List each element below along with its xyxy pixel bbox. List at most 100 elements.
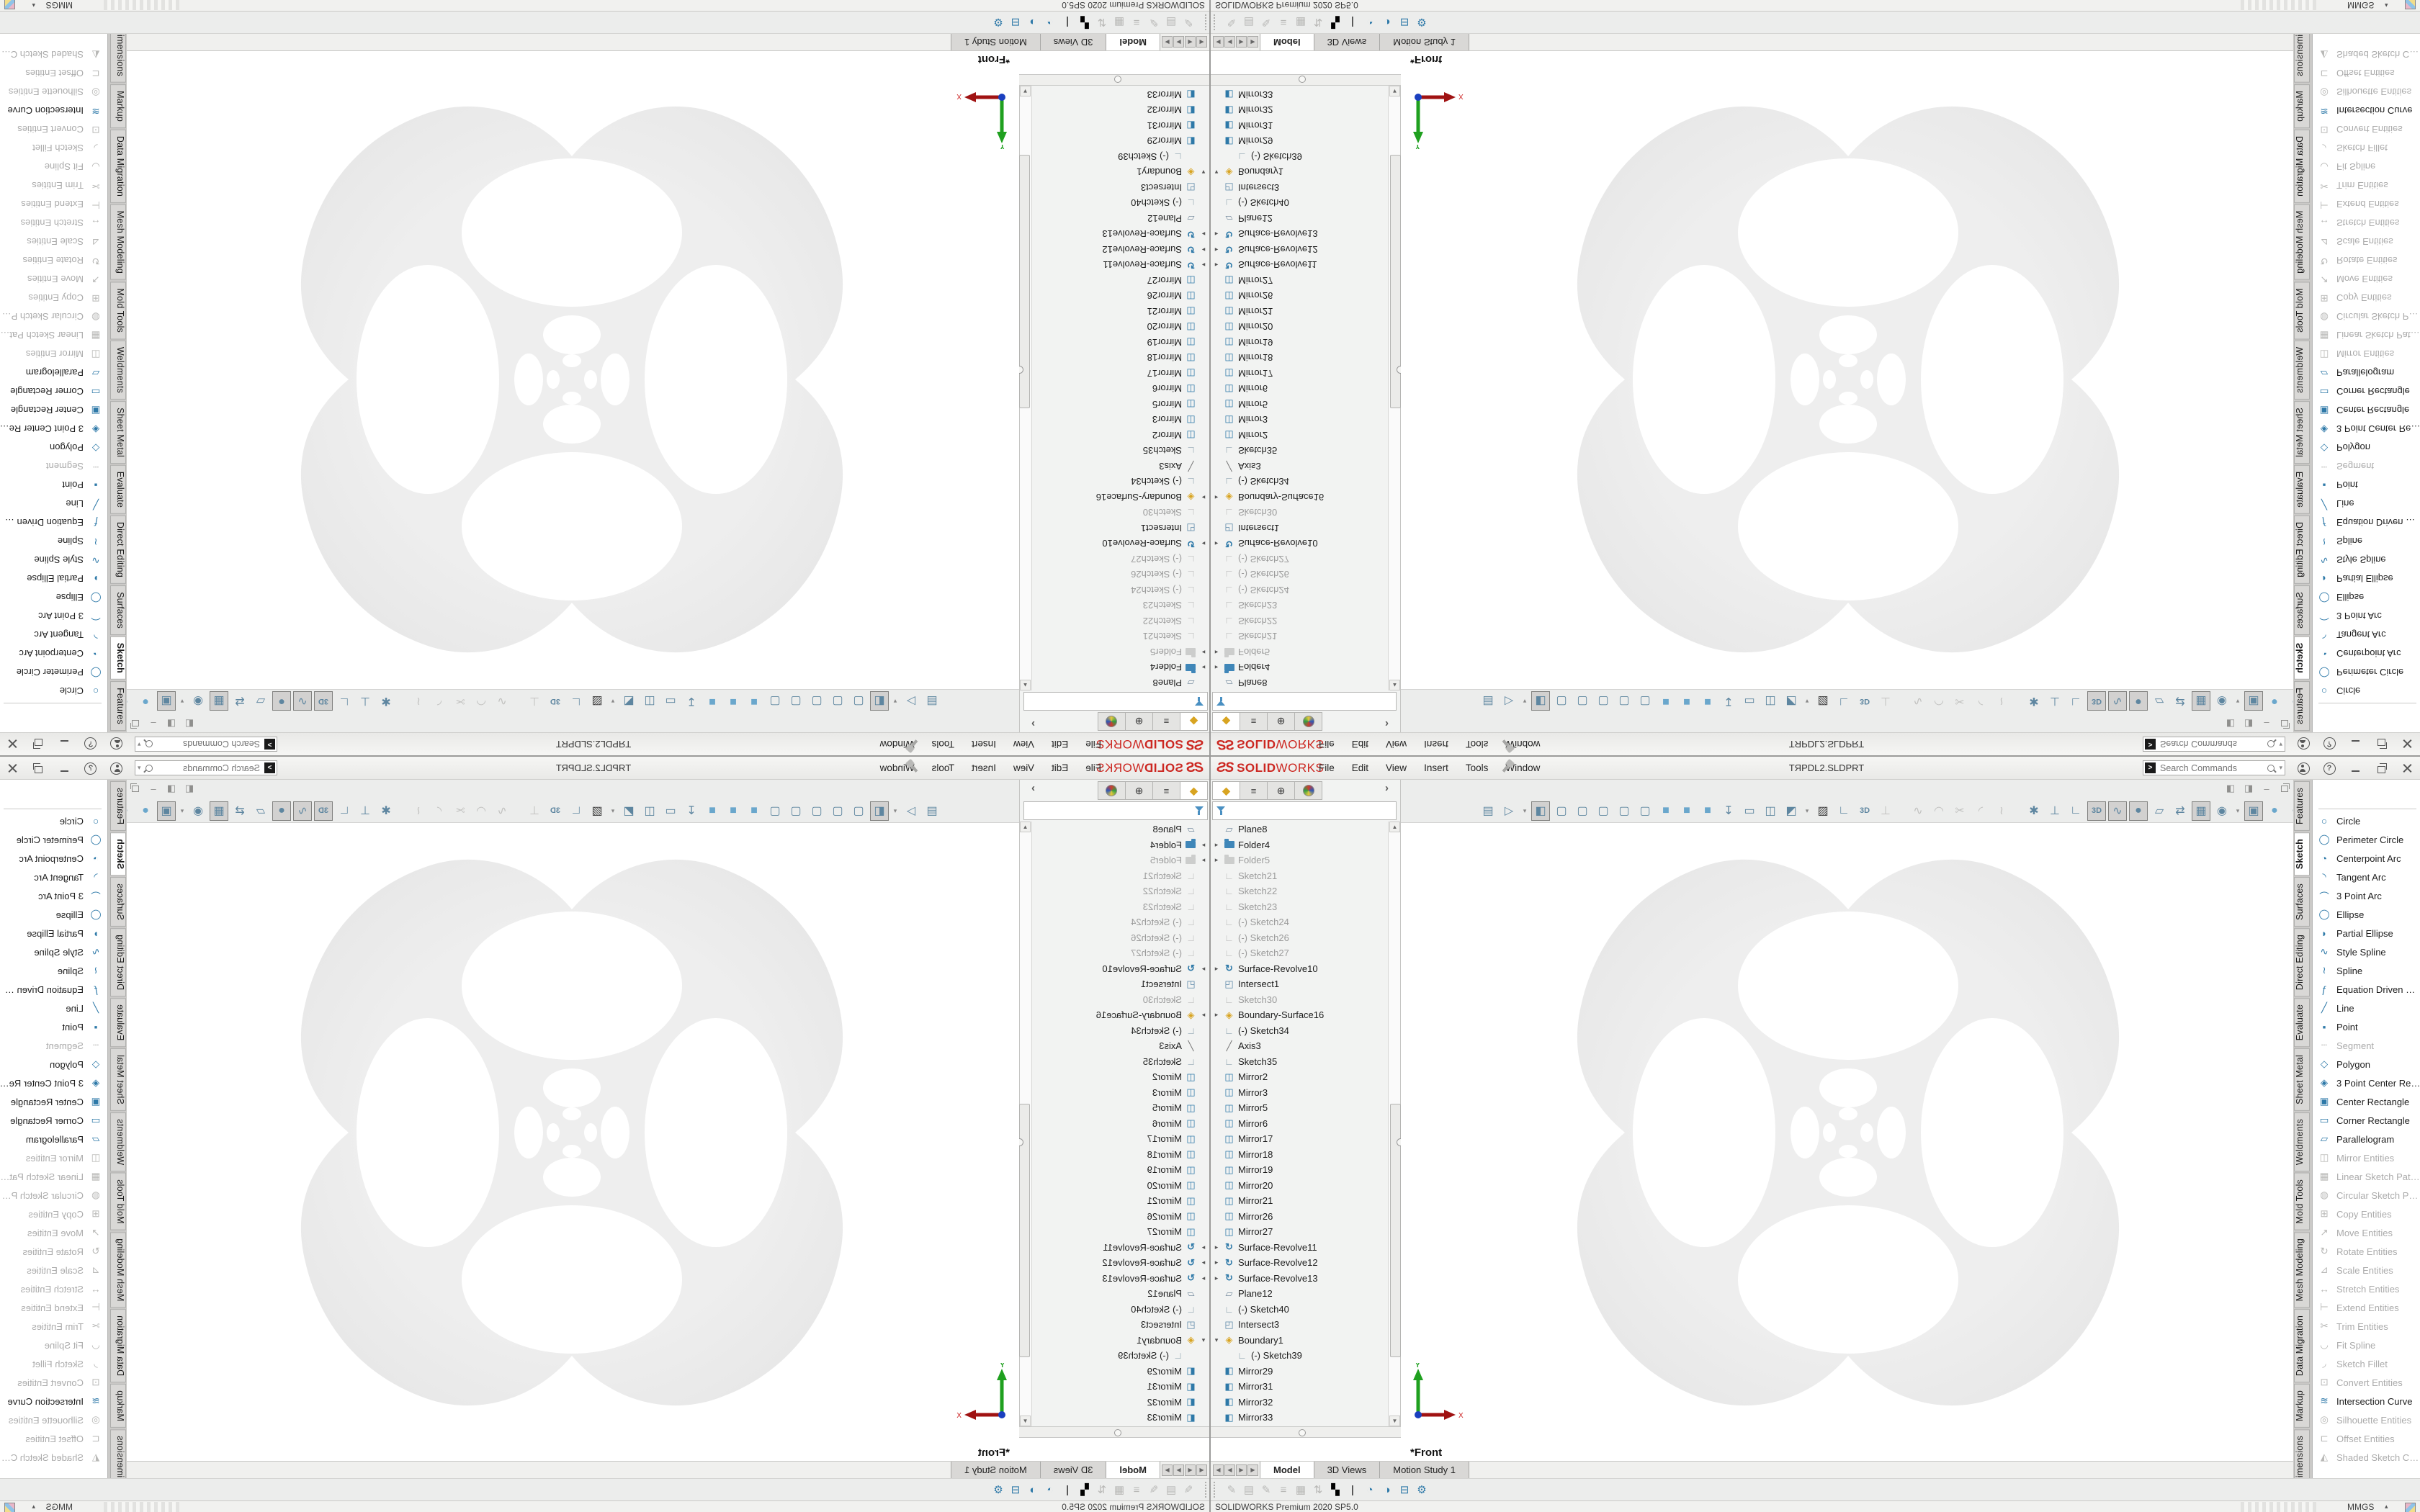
document-tab[interactable]: Motion Study 1 <box>951 34 1041 50</box>
command-manager-tab[interactable]: Sketch <box>2294 832 2310 876</box>
tree-item[interactable]: ∟ Sketch35 <box>1032 443 1209 459</box>
command-manager-tab[interactable]: Weldments <box>2294 1112 2310 1172</box>
tree-item[interactable]: ∟ (-) Sketch27 <box>1032 552 1209 567</box>
panel-flyout-chevron-icon[interactable]: › <box>1031 718 1035 730</box>
tool-item[interactable]: ◡ Fit Spline <box>2313 158 2420 176</box>
tree-item[interactable]: ◫ Mirror20 <box>1211 319 1388 335</box>
bottom-toolbar-icon[interactable]: ▦ <box>1113 1484 1125 1496</box>
tool-item[interactable]: ↻ Rotate Entities <box>0 1242 107 1261</box>
expander-icon[interactable]: ▸ <box>1201 1259 1206 1266</box>
tool-item[interactable]: ◔ Centerpoint Arc <box>2313 644 2420 663</box>
search-dropdown-icon[interactable]: ▾ <box>2279 741 2282 748</box>
toolbar-icon[interactable]: ↧ <box>1724 695 1734 707</box>
toolbar-icon[interactable]: ∟ <box>2070 696 2081 708</box>
tree-item[interactable]: ◰ Intersect3 <box>1211 1317 1388 1333</box>
expander-icon[interactable]: ▸ <box>1214 493 1219 501</box>
bottom-toolbar-icon[interactable]: ⚙ <box>1417 1484 1427 1496</box>
tree-item[interactable]: ◫ Mirror21 <box>1211 1193 1388 1209</box>
tree-item[interactable]: ∟ Sketch22 <box>1211 613 1388 629</box>
tool-item[interactable]: ◭ Shaded Sketch Cont... <box>0 45 107 64</box>
tool-item[interactable]: ▭ Corner Rectangle <box>0 1111 107 1130</box>
bottom-toolbar-icon[interactable]: ⊟ <box>1399 1484 1410 1496</box>
toolbar-icon[interactable]: ▤ <box>1482 805 1494 817</box>
expander-icon[interactable]: ▸ <box>1201 856 1206 864</box>
document-tab[interactable]: Motion Study 1 <box>1379 34 1469 50</box>
bottom-toolbar-icon[interactable]: ▚ <box>1080 16 1089 28</box>
bottom-toolbar-icon[interactable]: ≡ <box>1280 16 1287 29</box>
toolbar-icon[interactable]: ◩ <box>1785 805 1797 817</box>
toolbar-icon[interactable]: ◉ <box>2217 805 2227 817</box>
tool-item[interactable]: ▣ Center Rectangle <box>0 401 107 420</box>
command-manager-tab[interactable]: Surfaces <box>2294 877 2310 927</box>
search-dropdown-icon[interactable]: ▾ <box>138 741 141 748</box>
tree-item[interactable]: ∟ (-) Sketch34 <box>1211 474 1388 490</box>
tree-item[interactable]: ∟ (-) Sketch34 <box>1032 474 1209 490</box>
tool-item[interactable]: ◍ Circular Sketch Pattern <box>2313 1186 2420 1205</box>
tool-item[interactable]: ↗ Move Entities <box>2313 1223 2420 1242</box>
tree-item[interactable]: ∟ Sketch23 <box>1032 899 1209 915</box>
tree-item[interactable]: ◫ Mirror27 <box>1211 273 1388 289</box>
toolbar-icon[interactable]: ◩ <box>623 695 635 707</box>
document-tab[interactable]: Model <box>1260 1462 1314 1478</box>
tree-item[interactable]: ∟ (-) Sketch40 <box>1032 195 1209 211</box>
tree-item[interactable]: ∟ Sketch30 <box>1211 505 1388 521</box>
tool-item[interactable]: ≋ Intersection Curve <box>2313 102 2420 120</box>
menu-item[interactable]: File <box>1085 739 1101 750</box>
tool-item[interactable]: ⌒ 3 Point Arc <box>0 607 107 626</box>
toolbar-icon[interactable]: ● <box>2271 696 2278 708</box>
command-manager-tab[interactable]: Mesh Modeling <box>2294 1232 2310 1308</box>
toolbar-icon[interactable]: ◧ <box>870 691 889 711</box>
expander-icon[interactable]: ▸ <box>1214 1259 1219 1266</box>
menu-item[interactable]: Tools <box>931 739 955 750</box>
toolbar-icon[interactable]: ◫ <box>1765 805 1776 817</box>
search-input[interactable] <box>2159 738 2268 750</box>
tool-item[interactable]: ◗ Partial Ellipse <box>2313 570 2420 588</box>
toolbar-icon[interactable]: ■ <box>709 804 716 816</box>
menu-item[interactable]: View <box>1013 739 1034 750</box>
tool-item[interactable]: ≀ Spline <box>0 532 107 551</box>
scroll-down-icon[interactable]: ▼ <box>1389 1416 1400 1426</box>
displaymanager-tab[interactable] <box>1294 781 1322 800</box>
toolbar-icon[interactable]: ▣ <box>157 801 176 821</box>
tab-nav-arrow-icon[interactable]: ◀ <box>1185 1464 1196 1476</box>
tree-item[interactable]: ◰ Intersect3 <box>1032 1317 1209 1333</box>
toolbar-icon[interactable]: ⊥ <box>2050 695 2060 707</box>
panel-bottom-splitter[interactable] <box>1019 1426 1209 1438</box>
graphics-area[interactable]: Y X *Front <box>127 823 1019 1461</box>
toolbar-icon[interactable]: ∟ <box>570 804 582 816</box>
tool-item[interactable]: ≋ Intersection Curve <box>0 1392 107 1410</box>
tree-item[interactable]: ◫ Mirror5 <box>1211 1100 1388 1116</box>
tree-item[interactable]: ∟ (-) Sketch40 <box>1211 195 1388 211</box>
tree-item[interactable]: ∟ (-) Sketch26 <box>1032 567 1209 582</box>
tool-item[interactable]: ▣ Center Rectangle <box>2313 401 2420 420</box>
toolbar-icon[interactable]: ■ <box>750 696 758 708</box>
tree-item[interactable]: ◧ Mirror31 <box>1032 1379 1209 1395</box>
tag-icon[interactable] <box>2405 1503 2416 1512</box>
tool-item[interactable]: ↻ Rotate Entities <box>2313 251 2420 270</box>
bottom-toolbar-icon[interactable]: ▤ <box>1165 16 1177 28</box>
tool-item[interactable]: ▦ Linear Sketch Pattern <box>2313 1167 2420 1186</box>
command-manager-tab[interactable]: Mold Tools <box>110 282 126 339</box>
command-manager-tab[interactable]: Sheet Metal <box>110 1048 126 1112</box>
tree-scrollbar[interactable]: ▲ ▼ <box>1019 86 1032 690</box>
doc-prev-button[interactable]: ◧ <box>2226 719 2236 729</box>
tool-item[interactable]: ◎ Silhouette Entities <box>2313 1410 2420 1429</box>
tool-item[interactable]: ⊞ Copy Entities <box>2313 1205 2420 1223</box>
tree-scrollbar[interactable]: ▲ ▼ <box>1388 86 1401 690</box>
tool-item[interactable]: ◗ Partial Ellipse <box>0 570 107 588</box>
tree-item[interactable]: ◰ Intersect1 <box>1032 521 1209 536</box>
toolbar-icon[interactable]: ▾ <box>611 698 615 706</box>
menu-item[interactable]: Tools <box>1465 739 1489 750</box>
tree-item[interactable]: ◫ Mirror20 <box>1032 319 1209 335</box>
tree-item[interactable]: ◰ Intersect1 <box>1211 521 1388 536</box>
toolbar-icon[interactable]: ▾ <box>611 806 615 814</box>
menu-item[interactable]: Edit <box>1051 762 1069 773</box>
panel-bottom-splitter[interactable] <box>1019 74 1209 86</box>
configurationmanager-tab[interactable]: ⊕ <box>1267 712 1295 731</box>
document-tab[interactable]: 3D Views <box>1039 34 1107 50</box>
tree-item[interactable]: ▸ Folder4 <box>1032 837 1209 853</box>
sign-in-button[interactable] <box>2295 760 2311 776</box>
tool-item[interactable]: ◔ Centerpoint Arc <box>0 849 107 868</box>
toolbar-icon[interactable]: ≀ <box>416 805 421 817</box>
tree-item[interactable]: ∟ (-) Sketch24 <box>1211 582 1388 598</box>
